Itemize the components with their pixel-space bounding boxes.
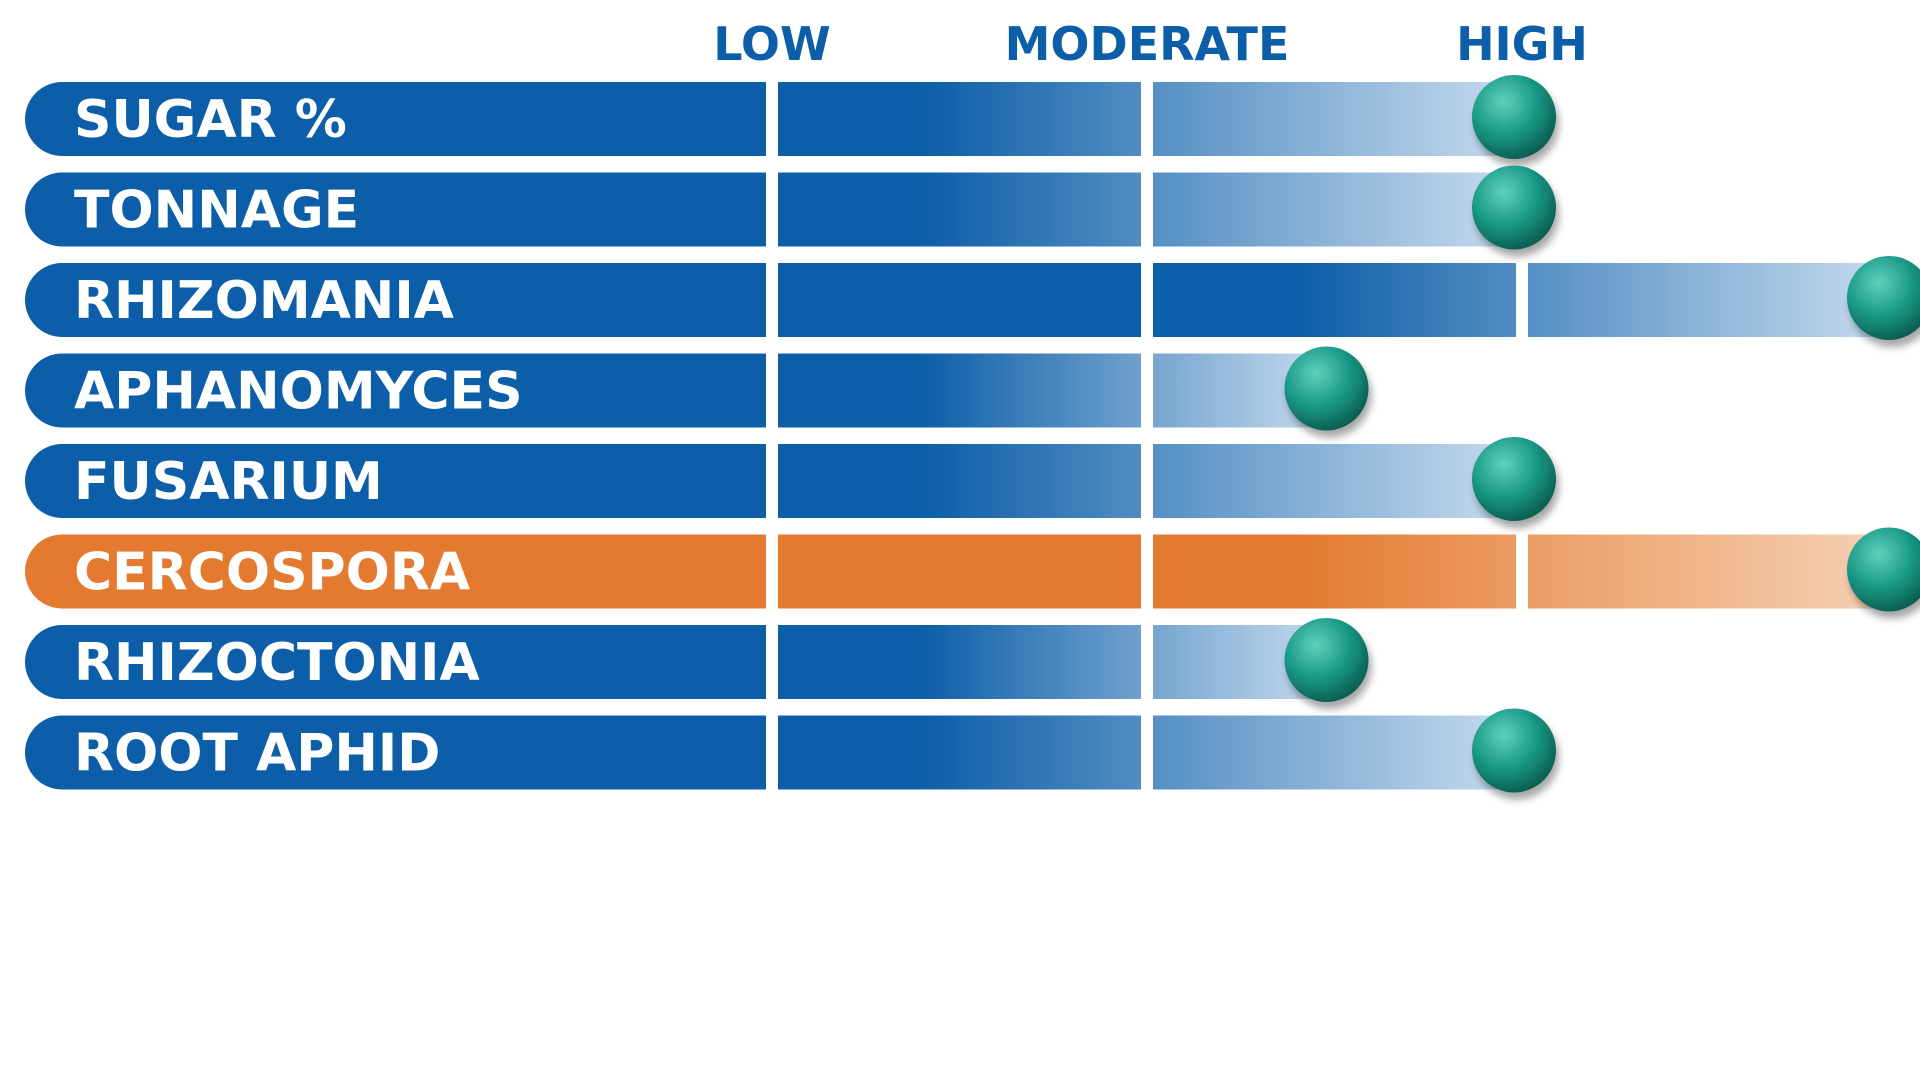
bar-divider [766, 262, 778, 338]
bar-divider [1141, 171, 1153, 248]
bar-divider [766, 624, 778, 700]
teal-ball-icon [1472, 708, 1556, 793]
bar-row: RHIZOCTONIA [25, 618, 1369, 702]
bar [25, 353, 1335, 428]
teal-ball-icon [1472, 437, 1556, 521]
bar-label: RHIZOCTONIA [74, 633, 480, 693]
bar-divider [766, 171, 778, 248]
teal-ball-icon [1284, 346, 1369, 431]
bar-row: ROOT APHID [25, 708, 1556, 793]
bar-row: CERCOSPORA [25, 527, 1920, 612]
bar-divider [766, 533, 778, 610]
teal-ball-icon [1472, 75, 1556, 159]
bar-divider [1141, 714, 1153, 791]
bar [25, 625, 1335, 699]
bar-divider [1141, 533, 1153, 610]
bar-row: APHANOMYCES [25, 346, 1369, 431]
bar-label: TONNAGE [74, 181, 359, 241]
bar-divider [1141, 352, 1153, 429]
scale-label-high: HIGH [1456, 17, 1588, 71]
scale-label-moderate: MODERATE [1005, 17, 1290, 71]
bar-label: FUSARIUM [74, 452, 383, 512]
bar-row: SUGAR % [25, 75, 1556, 159]
bar-divider [1516, 533, 1528, 610]
bar-divider [1141, 262, 1153, 338]
bar-divider [766, 714, 778, 791]
bar-row: RHIZOMANIA [25, 256, 1920, 340]
bar-row: FUSARIUM [25, 437, 1556, 521]
bar-divider [1516, 262, 1528, 338]
bar-divider [766, 443, 778, 519]
bar-label: CERCOSPORA [74, 543, 470, 603]
bar-divider [1141, 443, 1153, 519]
scale-labels: LOW MODERATE HIGH [713, 17, 1588, 71]
bar-label: ROOT APHID [74, 724, 440, 784]
bar [25, 534, 1898, 609]
bar-divider [766, 352, 778, 429]
bar-row: TONNAGE [25, 165, 1556, 250]
bar-divider [766, 81, 778, 157]
teal-ball-icon [1847, 256, 1920, 340]
bar [25, 263, 1897, 337]
bar-label: APHANOMYCES [74, 362, 523, 422]
bar-divider [1141, 624, 1153, 700]
teal-ball-icon [1472, 165, 1556, 250]
scale-label-low: LOW [713, 17, 831, 71]
bar-label: SUGAR % [74, 90, 347, 150]
bar-divider [1141, 81, 1153, 157]
bars: SUGAR % TONNAGE RHIZOMANIA APHANOMYCES FUSAR… [25, 75, 1920, 793]
bar-label: RHIZOMANIA [74, 271, 454, 331]
teal-ball-icon [1284, 618, 1369, 702]
teal-ball-icon [1847, 527, 1920, 612]
